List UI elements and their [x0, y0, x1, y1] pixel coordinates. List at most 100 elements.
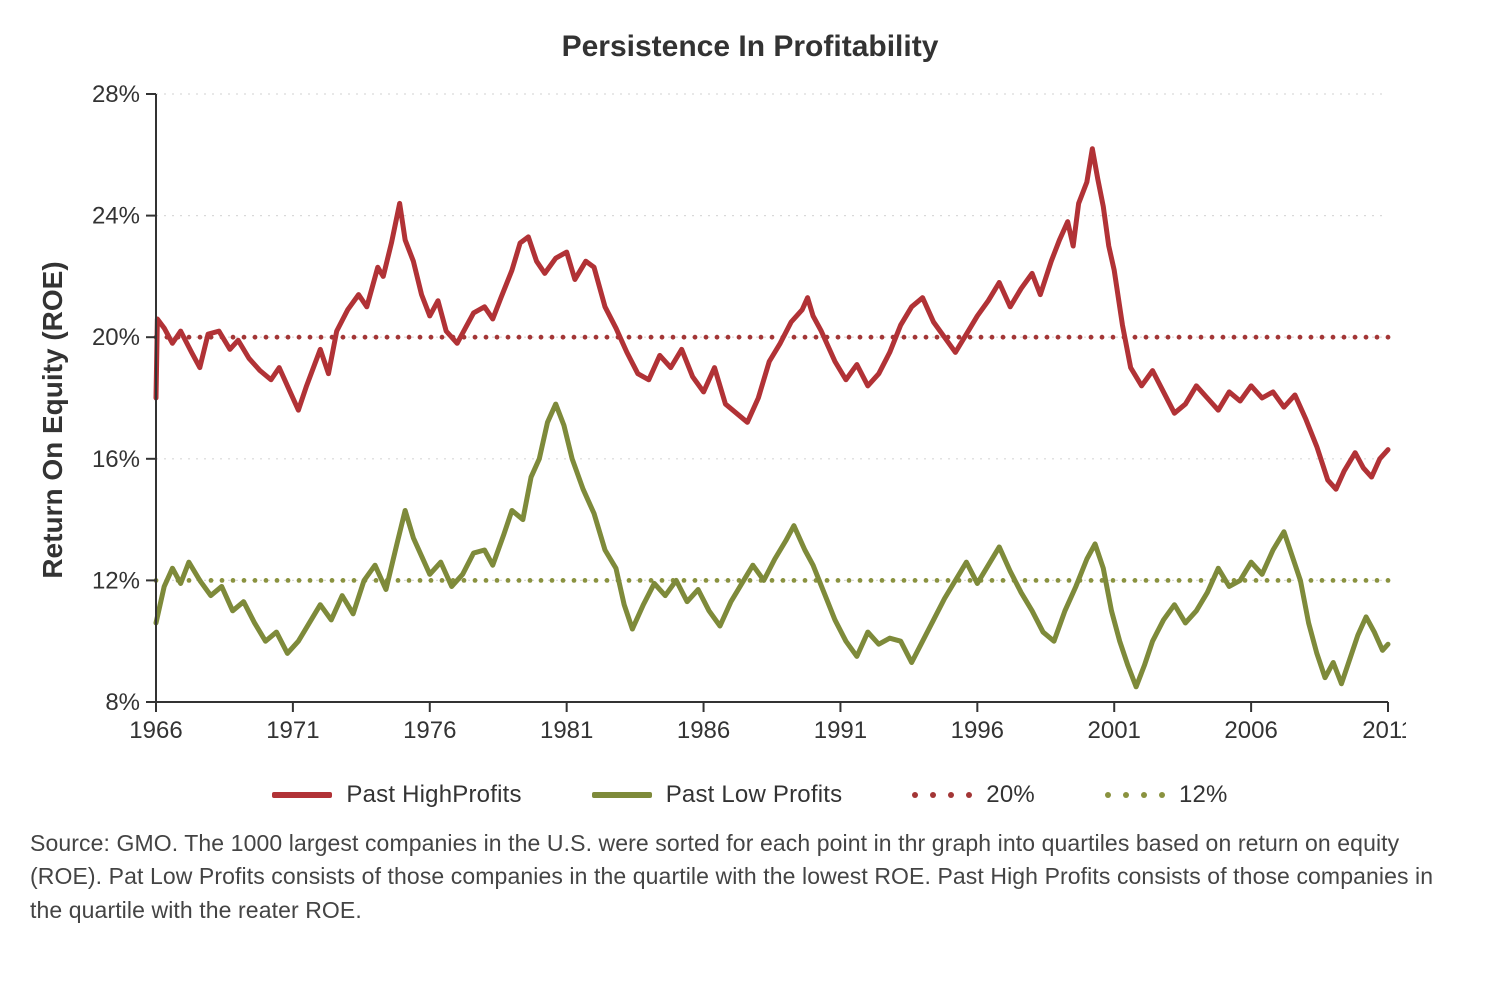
- reference-line-dot: [550, 335, 555, 340]
- legend-item: 12%: [1105, 781, 1228, 809]
- reference-line-dot: [935, 578, 940, 583]
- reference-line-dot: [308, 578, 313, 583]
- reference-line-dot: [286, 578, 291, 583]
- reference-line-dot: [726, 335, 731, 340]
- reference-line-dot: [1331, 578, 1336, 583]
- reference-line-dot: [1221, 335, 1226, 340]
- reference-line-dot: [187, 578, 192, 583]
- reference-line-dot: [759, 335, 764, 340]
- y-tick-label: 24%: [92, 203, 140, 230]
- reference-line-dot: [792, 335, 797, 340]
- reference-line-dot: [627, 578, 632, 583]
- reference-line-dot: [1199, 335, 1204, 340]
- reference-line-dot: [880, 335, 885, 340]
- reference-line-dot: [1188, 578, 1193, 583]
- reference-line-dot: [803, 335, 808, 340]
- legend-swatch-dots: [1105, 792, 1165, 798]
- legend-swatch-line: [592, 792, 652, 798]
- reference-line-dot: [418, 335, 423, 340]
- reference-line-dot: [902, 578, 907, 583]
- reference-line-dot: [924, 578, 929, 583]
- reference-line-dot: [352, 578, 357, 583]
- reference-line-dot: [638, 335, 643, 340]
- reference-line-dot: [561, 335, 566, 340]
- reference-line-dot: [506, 335, 511, 340]
- legend-label: Past Low Profits: [666, 781, 843, 809]
- reference-line-dot: [1056, 335, 1061, 340]
- reference-line-dot: [693, 578, 698, 583]
- legend: Past HighProfits Past Low Profits 20% 12%: [30, 781, 1470, 809]
- reference-line-dot: [275, 335, 280, 340]
- reference-line-dot: [1320, 578, 1325, 583]
- reference-line-dot: [1067, 578, 1072, 583]
- legend-swatch-dots: [912, 792, 972, 798]
- reference-line-dot: [341, 578, 346, 583]
- reference-line-dot: [1122, 578, 1127, 583]
- reference-line-dot: [1353, 335, 1358, 340]
- x-tick-label: 1996: [951, 717, 1004, 744]
- reference-line-dot: [704, 335, 709, 340]
- reference-line-dot: [715, 578, 720, 583]
- reference-line-dot: [1254, 578, 1259, 583]
- reference-line-dot: [858, 335, 863, 340]
- reference-line-dot: [429, 335, 434, 340]
- reference-line-dot: [484, 335, 489, 340]
- reference-line-dot: [1254, 335, 1259, 340]
- chart-title: Persistence In Profitability: [30, 30, 1470, 64]
- reference-line-dot: [704, 578, 709, 583]
- reference-line-dot: [253, 335, 258, 340]
- reference-line-dot: [539, 335, 544, 340]
- reference-line-dot: [770, 578, 775, 583]
- reference-line-dot: [374, 335, 379, 340]
- reference-line-dot: [1232, 335, 1237, 340]
- reference-line-dot: [1023, 578, 1028, 583]
- reference-line-dot: [814, 335, 819, 340]
- reference-line-dot: [1364, 335, 1369, 340]
- x-tick-label: 2001: [1088, 717, 1141, 744]
- reference-line-dot: [1177, 578, 1182, 583]
- reference-line-dot: [1342, 335, 1347, 340]
- y-tick-label: 12%: [92, 567, 140, 594]
- legend-label: 20%: [986, 781, 1035, 809]
- reference-line-dot: [473, 578, 478, 583]
- reference-line-dot: [649, 335, 654, 340]
- reference-line-dot: [781, 578, 786, 583]
- reference-line-dot: [594, 335, 599, 340]
- reference-line-dot: [319, 335, 324, 340]
- reference-line-dot: [528, 335, 533, 340]
- reference-line-dot: [286, 335, 291, 340]
- reference-line-dot: [209, 578, 214, 583]
- reference-line-dot: [792, 578, 797, 583]
- reference-line-dot: [561, 578, 566, 583]
- reference-line-dot: [671, 335, 676, 340]
- reference-line-dot: [1320, 335, 1325, 340]
- reference-line-dot: [1287, 578, 1292, 583]
- reference-line-dot: [1078, 335, 1083, 340]
- reference-line-dot: [1287, 335, 1292, 340]
- reference-line-dot: [1089, 335, 1094, 340]
- reference-line-dot: [418, 578, 423, 583]
- y-tick-label: 16%: [92, 446, 140, 473]
- reference-line-dot: [1243, 335, 1248, 340]
- reference-line-dot: [737, 335, 742, 340]
- reference-line-dot: [1265, 578, 1270, 583]
- legend-label: Past HighProfits: [346, 781, 521, 809]
- reference-line-dot: [264, 578, 269, 583]
- reference-line-dot: [1342, 578, 1347, 583]
- reference-line-dot: [440, 578, 445, 583]
- reference-line-dot: [726, 578, 731, 583]
- reference-line-dot: [1331, 335, 1336, 340]
- reference-line-dot: [253, 578, 258, 583]
- reference-line-dot: [1034, 578, 1039, 583]
- reference-line-dot: [572, 578, 577, 583]
- reference-line-dot: [1155, 335, 1160, 340]
- reference-line-dot: [990, 578, 995, 583]
- reference-line-dot: [440, 335, 445, 340]
- reference-line-dot: [627, 335, 632, 340]
- reference-line-dot: [374, 578, 379, 583]
- legend-item: Past HighProfits: [272, 781, 521, 809]
- reference-line-dot: [682, 335, 687, 340]
- reference-line-dot: [913, 335, 918, 340]
- reference-line-dot: [1111, 578, 1116, 583]
- reference-line-dot: [264, 335, 269, 340]
